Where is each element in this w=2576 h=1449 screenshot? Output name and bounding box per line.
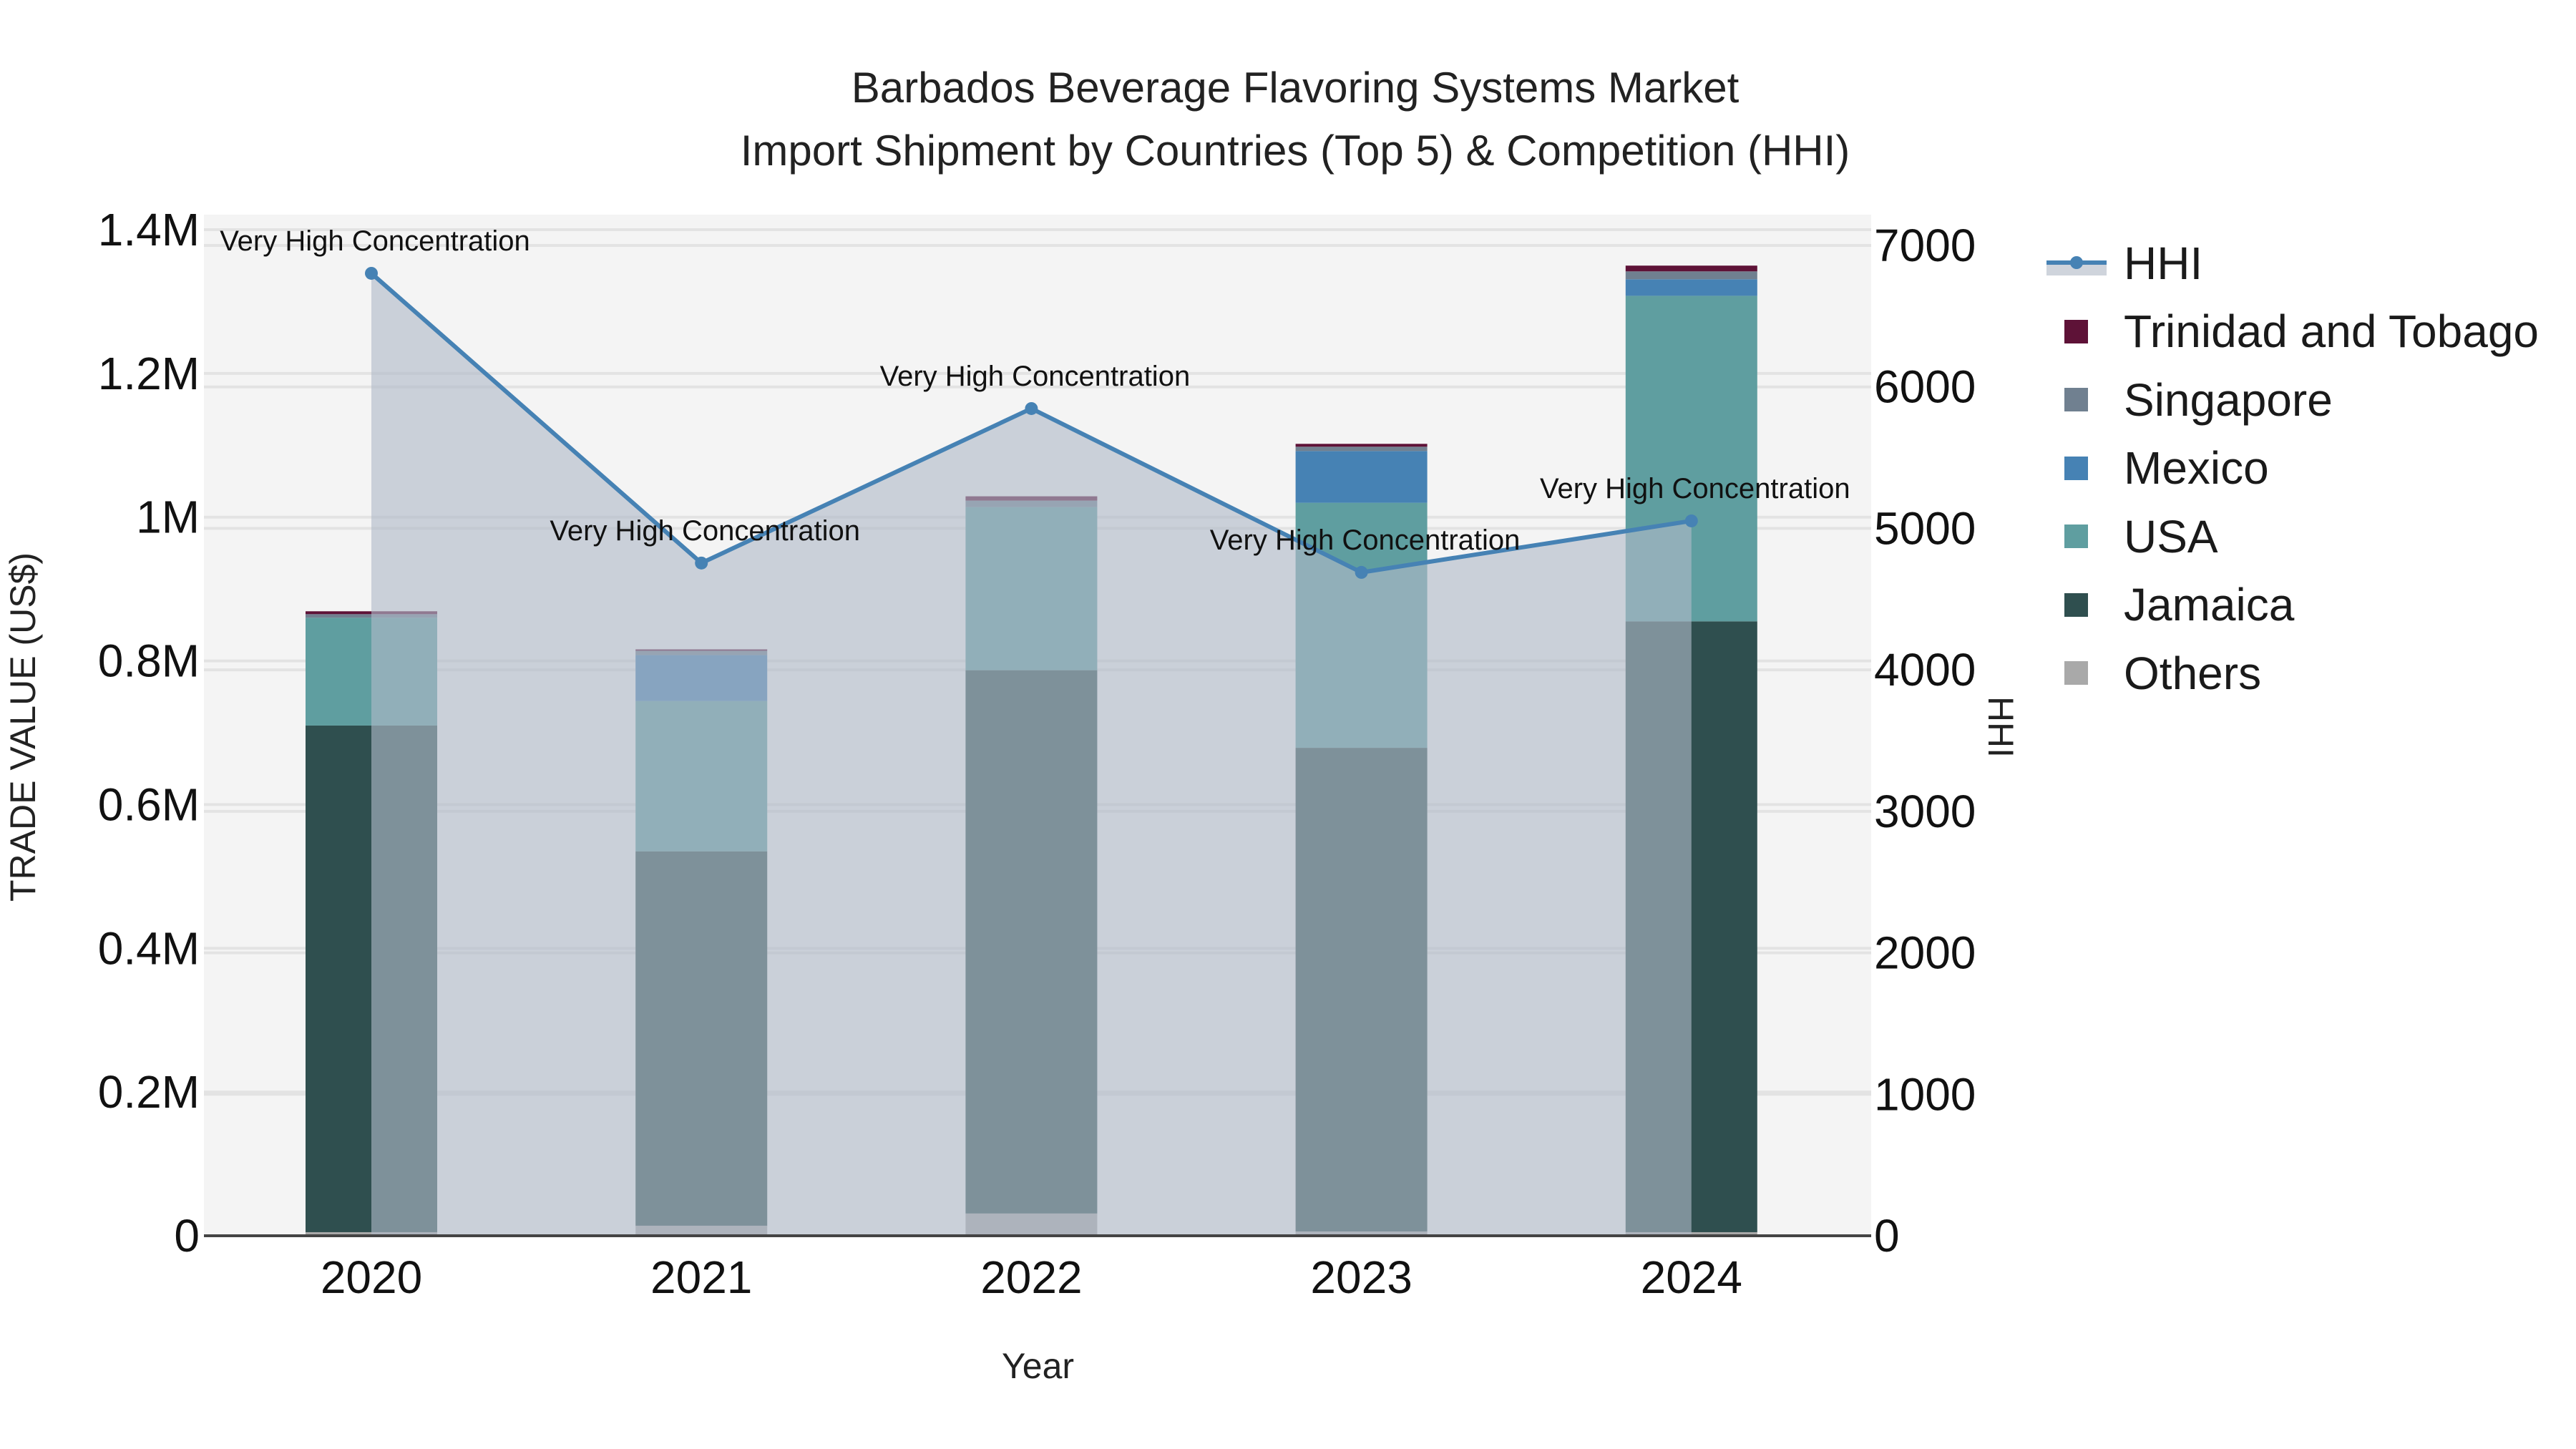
chart-title-line-2: Import Shipment by Countries (Top 5) & C…	[740, 127, 1850, 175]
legend-label: Others	[2124, 647, 2262, 699]
x-axis-title: Year	[1002, 1346, 1075, 1386]
x-tick-label: 2020	[321, 1252, 422, 1303]
bar-segment-trinidad-and-tobago[interactable]	[1625, 265, 1757, 272]
y-right-tick-label: 5000	[1874, 502, 1976, 554]
legend-item-trinidad-and-tobago[interactable]: Trinidad and Tobago	[2046, 298, 2539, 366]
y-right-tick-label: 1000	[1874, 1068, 1976, 1120]
y-left-tick-label: 0.8M	[98, 635, 200, 687]
hhi-line-icon	[2046, 250, 2107, 276]
legend-label: Jamaica	[2124, 579, 2295, 631]
legend-item-hhi[interactable]: HHI	[2046, 229, 2539, 298]
y-left-tick-label: 1.2M	[98, 348, 200, 399]
x-tick-label: 2021	[650, 1252, 752, 1303]
legend-label: Mexico	[2124, 442, 2269, 494]
hhi-point-2024[interactable]	[1684, 514, 1698, 527]
bar-segment-singapore[interactable]	[1625, 271, 1757, 280]
y-right-tick-label: 6000	[1874, 361, 1976, 413]
hhi-annotation: Very High Concentration	[550, 515, 860, 547]
hhi-annotation: Very High Concentration	[880, 361, 1191, 392]
legend-label: Trinidad and Tobago	[2124, 306, 2539, 358]
color-swatch-icon	[2064, 592, 2088, 617]
y-left-tick-label: 0.6M	[98, 779, 200, 830]
legend-item-jamaica[interactable]: Jamaica	[2046, 571, 2539, 640]
legend-label: USA	[2124, 510, 2218, 562]
x-tick-label: 2024	[1641, 1252, 1742, 1303]
hhi-point-2023[interactable]	[1355, 565, 1368, 579]
legend-item-mexico[interactable]: Mexico	[2046, 434, 2539, 503]
x-tick-label: 2022	[980, 1252, 1082, 1303]
y-left-tick-label: 1M	[136, 492, 200, 543]
y-right-tick-label: 3000	[1874, 786, 1976, 837]
hhi-annotation: Very High Concentration	[1540, 473, 1850, 504]
bar-segment-mexico[interactable]	[1295, 451, 1428, 503]
legend-item-others[interactable]: Others	[2046, 639, 2539, 708]
bar-segment-trinidad-and-tobago[interactable]	[1295, 444, 1428, 447]
y-left-tick-label: 1.4M	[98, 204, 200, 255]
hhi-point-2020[interactable]	[365, 266, 378, 280]
legend-item-singapore[interactable]: Singapore	[2046, 366, 2539, 434]
legend-label: Singapore	[2124, 374, 2333, 426]
y-left-tick-label: 0.4M	[98, 922, 200, 974]
legend-label: HHI	[2124, 237, 2203, 289]
y-right-tick-label: 7000	[1874, 220, 1976, 271]
y-right-axis-title: HHI	[1981, 696, 2021, 758]
hhi-point-2021[interactable]	[695, 556, 708, 570]
legend-item-usa[interactable]: USA	[2046, 502, 2539, 571]
color-swatch-icon	[2064, 456, 2088, 480]
legend: HHI Trinidad and Tobago Singapore Mexico…	[2046, 229, 2539, 708]
hhi-area	[371, 273, 1692, 1236]
hhi-annotation: Very High Concentration	[220, 225, 530, 257]
y-left-tick-label: 0	[174, 1210, 200, 1262]
bar-segment-mexico[interactable]	[1625, 279, 1757, 296]
color-swatch-icon	[2064, 661, 2088, 686]
hhi-point-2022[interactable]	[1025, 401, 1038, 415]
x-tick-label: 2023	[1310, 1252, 1412, 1303]
y-left-tick-label: 0.2M	[98, 1066, 200, 1118]
chart-title-line-1: Barbados Beverage Flavoring Systems Mark…	[851, 64, 1740, 112]
hhi-annotation: Very High Concentration	[1210, 525, 1521, 556]
y-right-tick-label: 0	[1874, 1210, 1900, 1262]
color-swatch-icon	[2064, 388, 2088, 412]
bar-segment-singapore[interactable]	[1295, 447, 1428, 452]
color-swatch-icon	[2064, 525, 2088, 549]
color-swatch-icon	[2064, 319, 2088, 343]
y-left-axis-title: TRADE VALUE (US$)	[3, 552, 43, 902]
y-right-tick-label: 4000	[1874, 644, 1976, 696]
y-right-tick-label: 2000	[1874, 927, 1976, 979]
